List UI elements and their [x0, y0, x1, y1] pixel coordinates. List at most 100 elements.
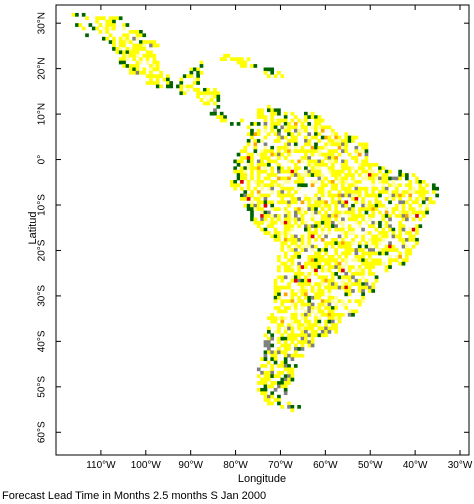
data-cell: [290, 125, 295, 130]
data-cell: [314, 149, 318, 154]
data-cell: [287, 244, 291, 249]
data-cell: [290, 118, 295, 123]
data-cell: [378, 234, 382, 239]
data-cell: [118, 40, 123, 44]
data-cell: [314, 169, 318, 174]
data-cell: [277, 306, 281, 310]
data-cell: [266, 186, 271, 191]
data-cell: [108, 26, 113, 31]
data-cell: [337, 220, 342, 225]
data-cell: [314, 282, 318, 286]
data-cell: [405, 214, 409, 218]
data-cell: [243, 145, 248, 150]
data-cell: [263, 357, 268, 361]
data-cell: [304, 128, 308, 133]
data-cell: [304, 210, 308, 215]
data-cell: [361, 289, 365, 293]
data-cell: [307, 149, 312, 154]
data-cell: [162, 77, 167, 82]
data-cell: [330, 295, 335, 300]
data-cell: [415, 190, 419, 194]
data-cell: [263, 200, 268, 205]
data-cell: [320, 190, 325, 194]
data-cell: [270, 316, 275, 321]
data-cell: [314, 203, 318, 208]
data-cell: [290, 237, 295, 242]
data-cell: [357, 207, 362, 211]
data-cell: [337, 145, 342, 150]
data-cell: [277, 364, 281, 368]
data-cell: [405, 248, 409, 252]
data-cell: [418, 186, 423, 191]
data-cell: [408, 180, 413, 184]
data-cell: [196, 91, 200, 96]
data-cell: [381, 176, 386, 181]
data-cell: [415, 176, 419, 181]
data-cell: [347, 289, 352, 293]
data-cell: [287, 200, 291, 205]
data-cell: [240, 159, 244, 164]
data-cell: [297, 197, 301, 201]
data-cell: [260, 149, 264, 154]
data-cell: [243, 176, 248, 181]
data-cell: [253, 186, 258, 191]
data-cell: [310, 149, 315, 154]
data-cell: [277, 149, 281, 154]
data-cell: [361, 295, 365, 300]
data-cell: [273, 292, 278, 297]
data-cell: [304, 285, 308, 290]
data-cell: [290, 299, 295, 304]
data-cell: [280, 176, 285, 181]
data-cell: [361, 248, 365, 252]
data-cell: [125, 36, 130, 41]
data-cell: [300, 128, 305, 133]
data-cell: [297, 319, 301, 324]
data-cell: [341, 169, 345, 174]
data-cell: [344, 139, 349, 143]
data-cell: [307, 261, 312, 266]
data-cell: [374, 278, 379, 283]
data-cell: [314, 268, 318, 273]
data-cell: [344, 186, 349, 191]
data-cell: [317, 258, 322, 263]
data-cell: [256, 374, 261, 379]
data-cell: [283, 367, 288, 372]
data-cell: [287, 186, 291, 191]
data-cell: [270, 183, 275, 188]
data-cell: [277, 309, 281, 314]
data-cell: [378, 231, 382, 235]
data-cell: [337, 176, 342, 181]
data-cell: [293, 173, 298, 177]
data-cell: [256, 115, 261, 119]
data-cell: [236, 162, 241, 167]
data-cell: [105, 30, 110, 34]
data-cell: [287, 323, 291, 327]
data-cell: [283, 374, 288, 379]
data-cell: [263, 217, 268, 222]
data-cell: [155, 60, 160, 65]
data-cell: [287, 282, 291, 286]
data-cell: [371, 234, 376, 239]
data-cell: [361, 275, 365, 280]
data-cell: [240, 64, 244, 68]
data-cell: [401, 200, 406, 205]
data-cell: [95, 19, 99, 24]
data-cell: [240, 156, 244, 160]
data-cell: [354, 152, 359, 157]
data-cell: [263, 353, 268, 358]
data-cell: [367, 231, 372, 235]
data-cell: [398, 200, 402, 205]
data-cell: [384, 268, 389, 273]
data-cell: [317, 255, 322, 259]
data-cell: [199, 70, 204, 75]
data-cell: [324, 258, 328, 263]
data-cell: [367, 255, 372, 259]
data-cell: [310, 336, 315, 341]
data-cell: [337, 261, 342, 266]
data-cell: [304, 115, 308, 119]
data-cell: [415, 214, 419, 218]
data-cell: [192, 77, 197, 82]
data-cell: [388, 169, 392, 174]
data-cell: [307, 255, 312, 259]
data-cell: [304, 227, 308, 232]
